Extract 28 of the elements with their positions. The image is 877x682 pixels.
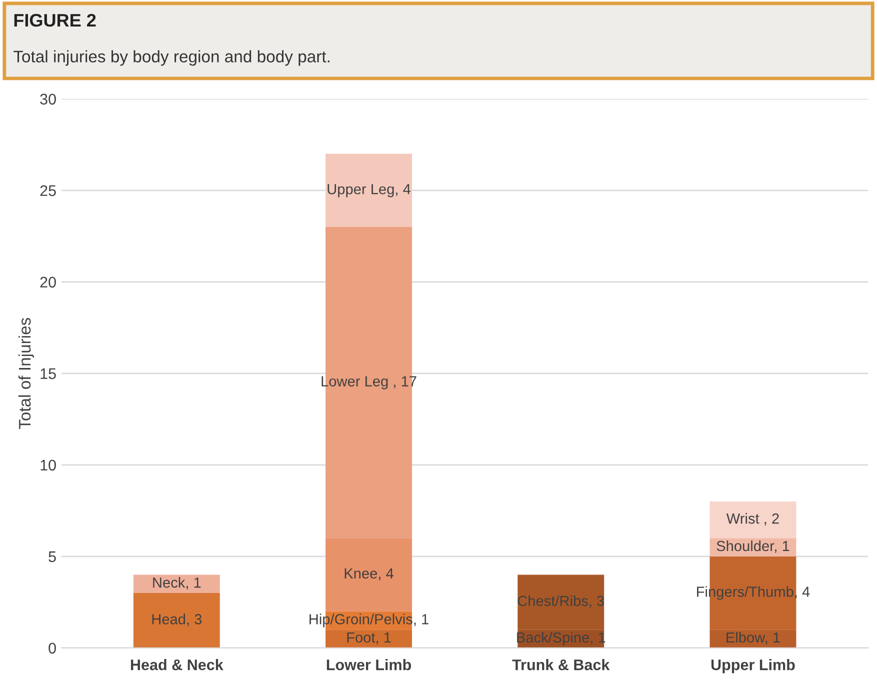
bar	[710, 501, 796, 538]
bar	[133, 574, 220, 593]
y-tick-label: 10	[40, 460, 56, 471]
x-tick-label: Head & Neck	[130, 659, 224, 670]
y-axis-title: Total of Injuries	[18, 318, 34, 430]
bar	[326, 154, 412, 227]
chart-subtitle: Total injuries by body region and body part.	[14, 50, 330, 66]
data-label: Head, 3	[152, 614, 202, 626]
y-tick-label: 15	[40, 368, 56, 380]
x-tick-label: Upper Limb	[711, 659, 795, 674]
data-label: Upper Leg, 4	[328, 184, 410, 198]
data-label: Foot, 1	[347, 632, 391, 644]
data-label: Shoulder, 1	[716, 540, 790, 553]
data-label: Neck, 1	[153, 577, 201, 590]
y-tick-label: 25	[40, 185, 56, 196]
y-tick-label: 5	[48, 551, 56, 562]
x-tick-label: Lower Limb	[326, 659, 411, 670]
y-tick-label: 20	[40, 276, 56, 288]
bar	[326, 538, 412, 612]
x-tick-label: Trunk & Back	[512, 659, 610, 670]
chart-title: FIGURE 2	[14, 14, 96, 27]
y-tick-label: 0	[48, 642, 56, 654]
data-label: Wrist , 2	[726, 513, 779, 526]
data-label: Elbow, 1	[726, 632, 780, 644]
y-tick-label: 30	[40, 94, 56, 105]
bar	[133, 593, 220, 648]
data-label: Knee, 4	[344, 568, 394, 580]
bar	[326, 630, 412, 648]
